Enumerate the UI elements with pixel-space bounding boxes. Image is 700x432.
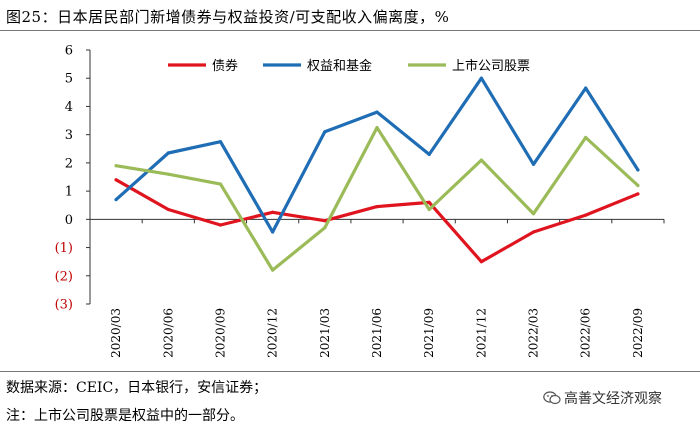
data-point [166,151,170,155]
data-point [114,164,118,168]
x-tick-label: 2020/09 [213,308,227,358]
data-point [271,230,275,234]
y-tick-label: 2 [65,156,73,171]
x-tick-label: 2022/06 [579,308,593,358]
legend-label: 权益和基金 [307,58,372,74]
data-point [218,140,223,144]
data-point [427,152,431,157]
data-point [427,200,431,204]
data-point [584,135,588,140]
data-point [166,207,170,212]
data-point [375,205,379,209]
x-tick-label: 2022/09 [631,308,645,358]
data-point [479,260,483,264]
watermark: 高善文经济观察 [543,388,662,408]
y-tick-label: (1) [55,241,73,256]
x-tick-label: 2021/03 [318,308,332,358]
data-point [375,110,379,114]
x-tick-label: 2021/12 [474,308,488,358]
data-point [636,192,640,196]
legend-label: 上市公司股票 [452,58,530,74]
data-point [479,158,483,162]
line-chart: 6 5 4 3 2 1 0 (1) (2) (3) 2020/03 2020/06 2020/09 202… [55,44,665,358]
data-point [584,86,588,90]
data-point [636,183,640,188]
x-tick-label: 2020/12 [266,308,280,358]
data-point [427,207,431,212]
y-tick-label: (2) [55,269,73,284]
chart-note: 注：上市公司股票是权益中的一部分。 [6,408,244,424]
data-point [166,172,170,176]
y-tick-label: 4 [65,100,73,115]
data-point [114,197,118,202]
title-divider [0,30,700,31]
wechat-icon [543,391,561,405]
data-source: 数据来源：CEIC，日本银行，安信证券； [6,380,268,396]
x-tick-label: 2020/06 [161,308,175,358]
data-point [114,178,118,182]
legend-label: 债券 [212,58,238,74]
data-point [531,162,536,166]
x-tick-label: 2020/03 [109,308,123,358]
data-point [531,212,536,216]
data-point [375,126,379,130]
data-point [323,226,327,230]
x-tick-label: 2021/09 [422,308,436,358]
data-point [479,76,483,80]
data-point [531,230,536,234]
data-point [218,223,223,227]
series-line [114,76,640,234]
chart-title: 图25：日本居民部门新增债券与权益投资/可支配收入偏离度，% [6,8,450,26]
y-tick-label: (3) [55,298,73,313]
x-tick-label: 2021/06 [370,308,384,358]
y-tick-label: 3 [65,128,73,143]
y-tick-label: 0 [65,213,73,228]
x-tick-label: 2022/03 [527,308,541,358]
data-point [271,210,275,214]
data-point [271,268,275,272]
y-tick-label: 1 [65,185,73,200]
y-tick-label: 5 [65,72,73,87]
data-point [584,213,588,217]
data-point [323,219,327,223]
data-point [636,168,640,172]
y-tick-label: 6 [65,44,73,59]
watermark-text: 高善文经济观察 [564,391,662,407]
data-point [323,130,327,134]
footer-divider [0,371,700,372]
data-point [218,182,223,186]
